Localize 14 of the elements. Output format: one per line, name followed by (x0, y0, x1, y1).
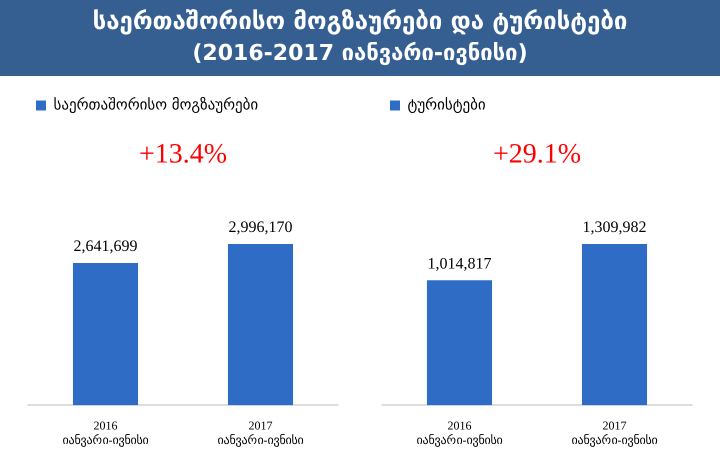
chart-title: საერთაშორისო მოგზაურები და ტურისტები (92, 6, 628, 37)
chart-subtitle: (2016-2017 იანვარი-ივნისი) (191, 40, 529, 68)
x-tick-label: 2016 იანვარი-ივნისი (62, 418, 148, 447)
data-label: 2,641,699 (74, 238, 138, 256)
text: +13.4% (138, 138, 228, 170)
x-tick-label: 2017 იანვარი-ივნისი (572, 418, 658, 447)
x-tick-label: 2016 იანვარი-ივნისი (416, 418, 502, 447)
data-label: 2,996,170 (228, 219, 292, 236)
data-label: 1,014,817 (428, 255, 492, 272)
text: +29.1% (492, 138, 582, 170)
legend-label: საერთაშორისო მოგზაურები (54, 95, 258, 114)
x-tick-label: 2017 იანვარი-ივნისი (218, 418, 304, 447)
data-label: 1,309,982 (582, 219, 646, 236)
legend-label: ტურისტები (408, 95, 486, 114)
